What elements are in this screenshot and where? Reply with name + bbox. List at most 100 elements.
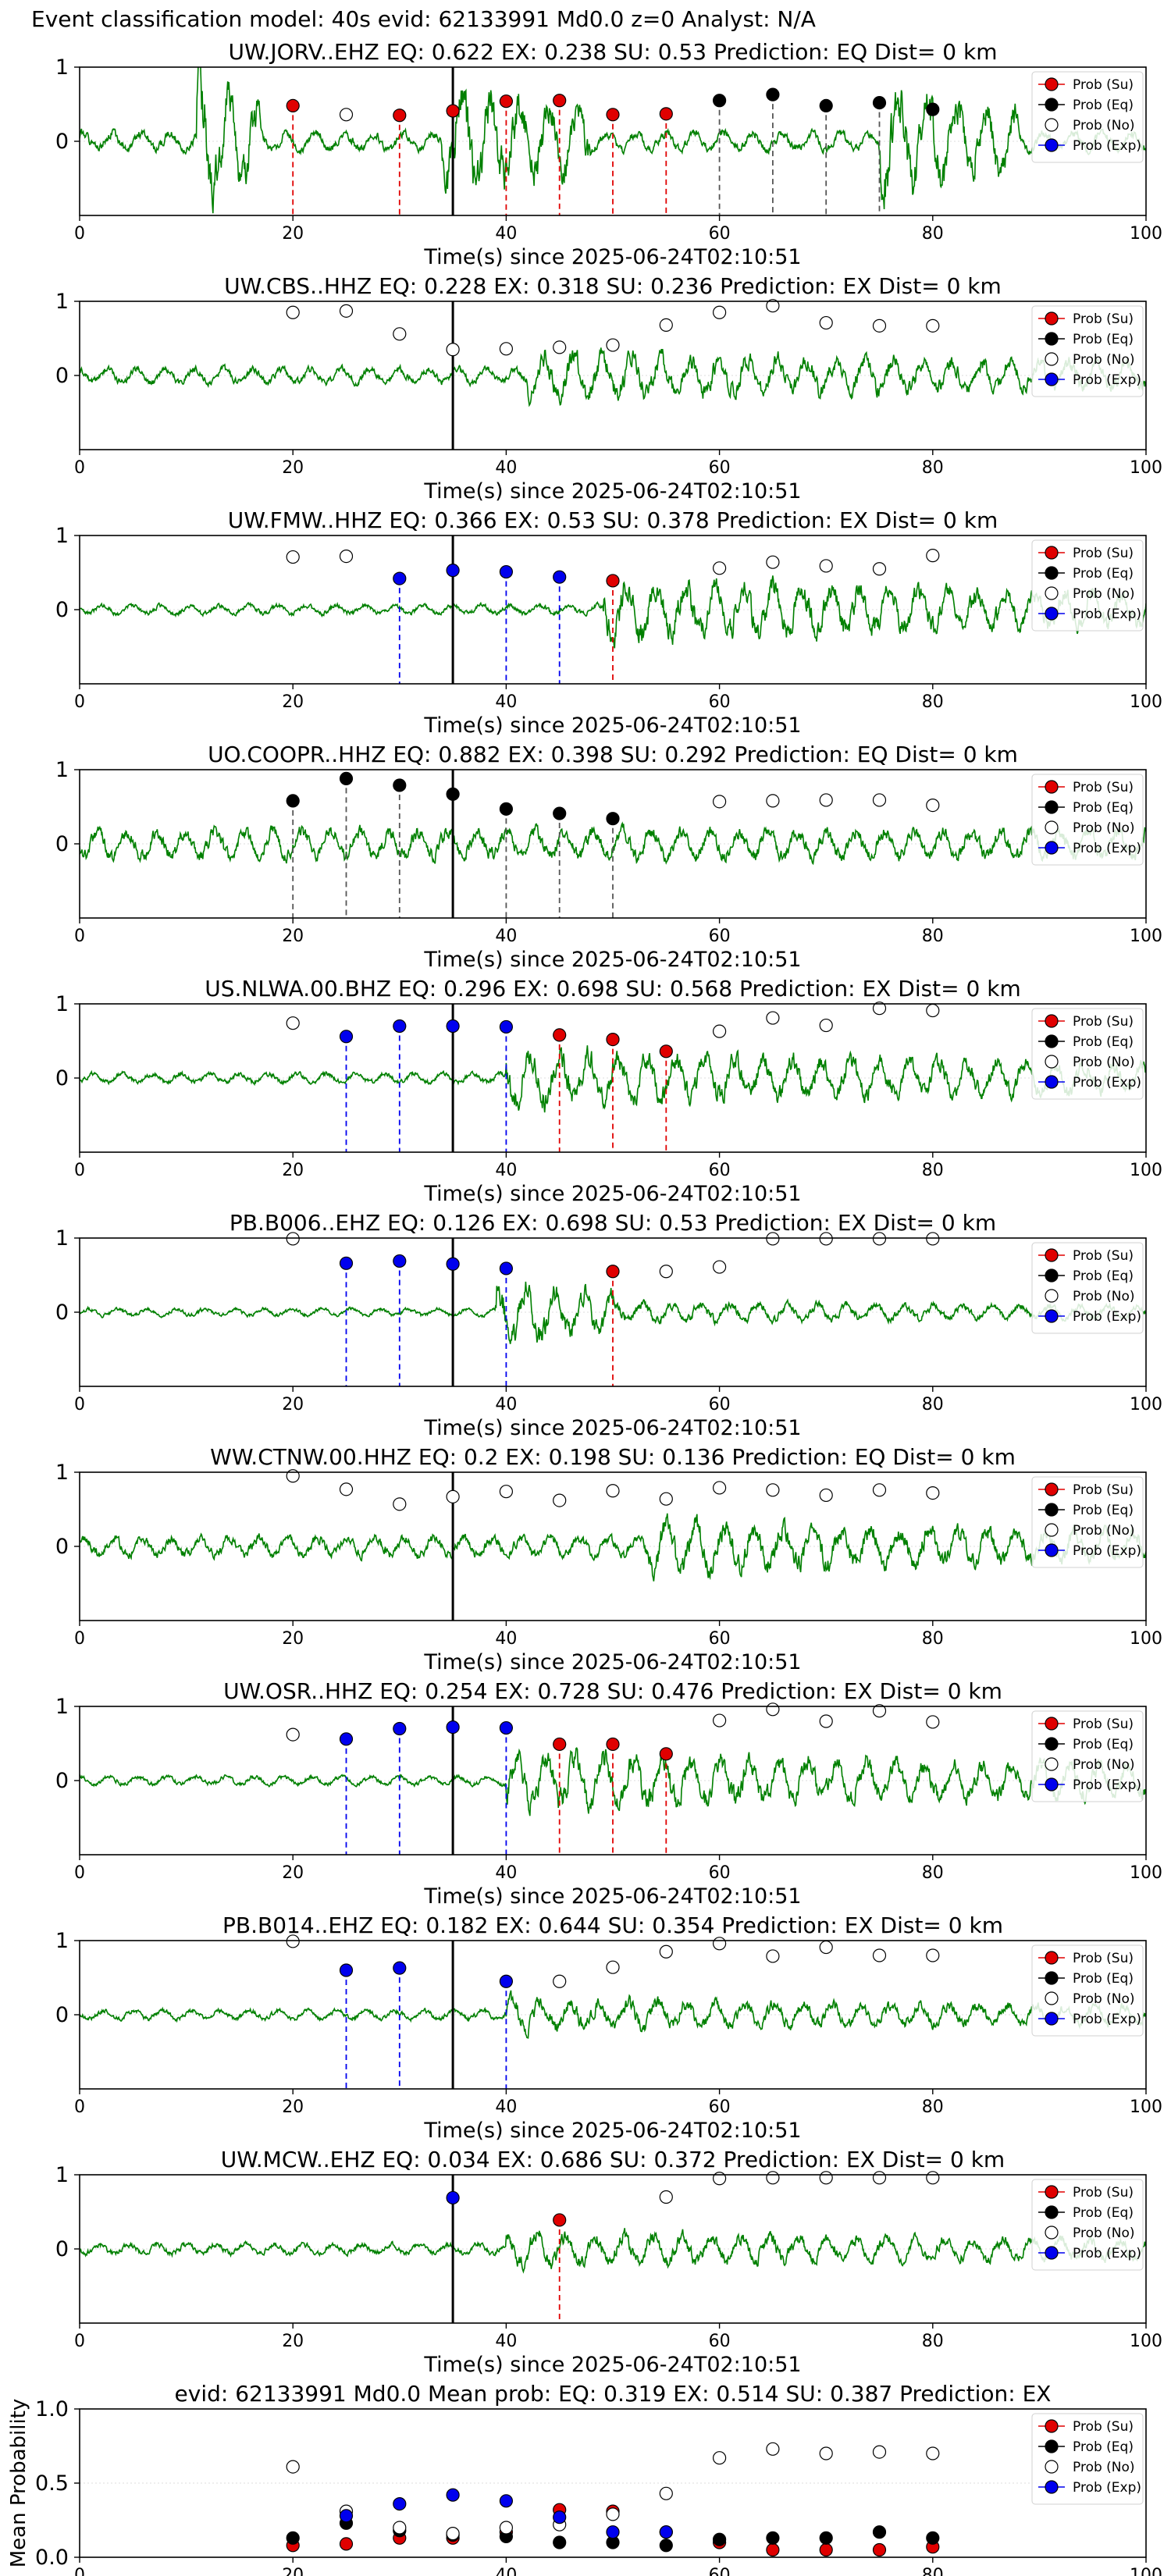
prob-marker-no <box>819 1018 833 1033</box>
x-tick-label: 0 <box>74 224 85 244</box>
prob-marker-no <box>553 1493 567 1507</box>
legend-marker-su <box>1045 780 1059 794</box>
legend-marker-no <box>1045 1523 1059 1537</box>
figure-suptitle: Event classification model: 40s evid: 62… <box>31 6 816 32</box>
x-tick-label: 0 <box>74 2097 85 2117</box>
prob-marker-no <box>766 794 780 808</box>
y-tick-label: 0 <box>55 1769 69 1793</box>
mean-prob-marker-eq <box>766 2531 780 2545</box>
legend-label-eq: Prob (Eq) <box>1073 800 1134 816</box>
axes-frame <box>79 535 1147 685</box>
panel-title: UW.FMW..HHZ EQ: 0.366 EX: 0.53 SU: 0.378… <box>228 507 998 533</box>
legend-marker-su <box>1045 1717 1059 1731</box>
panel-title: UW.OSR..HHZ EQ: 0.254 EX: 0.728 SU: 0.47… <box>223 1678 1002 1704</box>
x-tick-label: 80 <box>922 2097 944 2117</box>
legend-label-eq: Prob (Eq) <box>1073 1503 1134 1518</box>
mean-prob-marker-no <box>872 2445 887 2459</box>
x-tick-label: 100 <box>1130 1863 1162 1883</box>
legend-box <box>1031 2179 1144 2271</box>
prob-marker-no <box>286 1469 300 1483</box>
prob-marker-exp <box>499 1261 514 1276</box>
x-tick-label: 80 <box>922 692 944 712</box>
prob-marker-exp <box>393 1019 407 1034</box>
legend-marker-no <box>1045 1757 1059 1771</box>
prob-marker-no <box>766 1949 780 1963</box>
panel-10: UW.MCW..EHZ EQ: 0.034 EX: 0.686 SU: 0.37… <box>55 2147 1162 2377</box>
prob-marker-no <box>872 1002 887 1016</box>
legend-label-exp: Prob (Exp) <box>1073 607 1141 622</box>
y-axis-label: Mean Probability <box>7 2399 30 2568</box>
legend-label-exp: Prob (Exp) <box>1073 138 1141 154</box>
prob-marker-no <box>659 2190 673 2204</box>
legend-box <box>1031 1476 1144 1568</box>
prob-marker-eq <box>393 778 407 792</box>
x-tick-label: 100 <box>1130 2566 1162 2576</box>
x-tick-label: 60 <box>709 2097 731 2117</box>
mean-prob-marker-no <box>766 2442 780 2456</box>
mean-prob-marker-exp <box>499 2494 514 2508</box>
legend-label-no: Prob (No) <box>1073 820 1135 836</box>
mean-prob-marker-exp <box>606 2525 620 2539</box>
prob-marker-eq <box>499 802 514 816</box>
x-tick-label: 80 <box>922 1629 944 1649</box>
legend-label-no: Prob (No) <box>1073 2460 1135 2475</box>
legend-box <box>1031 1242 1144 1334</box>
prob-marker-no <box>819 315 833 330</box>
x-tick-label: 60 <box>709 692 731 712</box>
y-tick-label: 0 <box>55 832 69 856</box>
legend-label-su: Prob (Su) <box>1073 546 1134 561</box>
prob-marker-no <box>766 1011 780 1025</box>
panel-title: US.NLWA.00.BHZ EQ: 0.296 EX: 0.698 SU: 0… <box>205 976 1020 1002</box>
axes-frame <box>79 66 1147 216</box>
legend-label-exp: Prob (Exp) <box>1073 372 1141 388</box>
x-tick-label: 40 <box>495 224 517 244</box>
prob-marker-no <box>926 2171 940 2185</box>
prob-marker-no <box>286 1232 300 1246</box>
legend-label-exp: Prob (Exp) <box>1073 1075 1141 1091</box>
legend-label-su: Prob (Su) <box>1073 1717 1134 1732</box>
x-tick-label: 100 <box>1130 692 1162 712</box>
x-tick-label: 100 <box>1130 458 1162 478</box>
legend-marker-exp <box>1045 2480 1059 2494</box>
x-axis-label: Time(s) since 2025-06-24T02:10:51 <box>423 1182 801 1206</box>
x-tick-label: 100 <box>1130 2332 1162 2351</box>
legend-marker-exp <box>1045 1777 1059 1791</box>
x-tick-label: 0 <box>74 1629 85 1649</box>
panel-title: UO.COOPR..HHZ EQ: 0.882 EX: 0.398 SU: 0.… <box>208 742 1018 767</box>
legend-marker-eq <box>1045 98 1059 112</box>
legend-marker-exp <box>1045 372 1059 386</box>
prob-marker-no <box>712 1937 727 1951</box>
prob-marker-no <box>712 305 727 319</box>
legend-marker-su <box>1045 77 1059 91</box>
panel-title: PB.B014..EHZ EQ: 0.182 EX: 0.644 SU: 0.3… <box>222 1912 1003 1938</box>
x-axis-label: Time(s) since 2025-06-24T02:10:51 <box>423 1416 801 1440</box>
axes-frame <box>79 2408 1147 2558</box>
legend-marker-no <box>1045 586 1059 600</box>
legend-marker-su <box>1045 1482 1059 1496</box>
panel-11: evid: 62133991 Md0.0 Mean prob: EQ: 0.31… <box>7 2381 1162 2576</box>
prob-marker-su <box>553 1028 567 1042</box>
prob-marker-no <box>872 562 887 576</box>
x-tick-label: 100 <box>1130 1395 1162 1414</box>
legend-marker-exp <box>1045 2012 1059 2026</box>
prob-marker-su <box>659 107 673 121</box>
prob-marker-no <box>499 342 514 356</box>
panel-title: PB.B006..EHZ EQ: 0.126 EX: 0.698 SU: 0.5… <box>230 1210 996 1236</box>
y-tick-label: 0.5 <box>35 2471 69 2496</box>
prob-marker-no <box>926 1003 940 1018</box>
x-tick-label: 80 <box>922 458 944 478</box>
prob-marker-no <box>393 1497 407 1511</box>
prob-marker-exp <box>393 1721 407 1736</box>
mean-prob-marker-exp <box>659 2525 673 2539</box>
prob-marker-exp <box>446 1019 460 1034</box>
prob-marker-su <box>606 1737 620 1752</box>
y-tick-label: 1 <box>55 1929 69 1953</box>
x-tick-label: 80 <box>922 2332 944 2351</box>
prob-marker-no <box>712 1481 727 1495</box>
prob-marker-eq <box>712 94 727 108</box>
legend-box <box>1031 71 1144 163</box>
x-tick-label: 60 <box>709 2566 731 2576</box>
x-tick-label: 100 <box>1130 1161 1162 1180</box>
waveform-trace <box>80 1990 1146 2039</box>
legend-label-su: Prob (Su) <box>1073 1014 1134 1030</box>
